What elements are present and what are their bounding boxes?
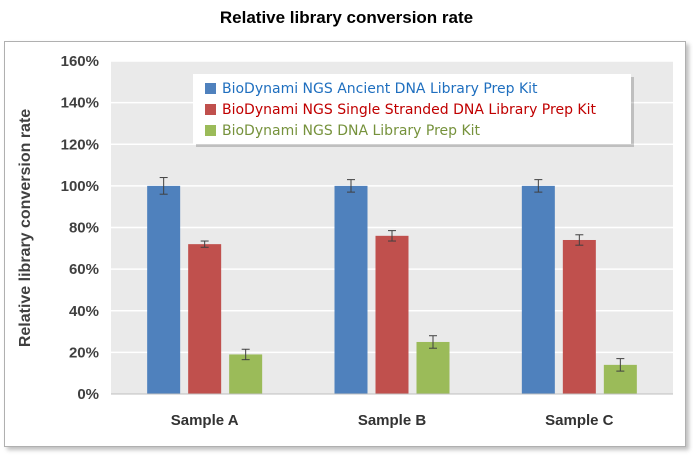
legend: BioDynami NGS Ancient DNA Library Prep K… xyxy=(193,74,634,147)
bar xyxy=(416,341,450,394)
bar xyxy=(147,185,181,394)
bars xyxy=(147,177,637,394)
y-tick-label: 140% xyxy=(61,95,99,112)
legend-entry: BioDynami NGS Single Stranded DNA Librar… xyxy=(222,102,596,118)
y-axis-label: Relative library conversion rate xyxy=(17,109,34,347)
bar xyxy=(188,244,222,394)
y-tick-label: 60% xyxy=(69,261,99,278)
bar xyxy=(521,185,555,394)
y-axis-ticks: 0% 20% 40% 60% 80% 100% 120% 140% 160% xyxy=(61,53,99,403)
y-tick-label: 160% xyxy=(61,53,99,70)
y-tick-label: 20% xyxy=(69,344,99,361)
bar xyxy=(334,185,368,394)
chart-title: Relative library conversion rate xyxy=(219,8,474,27)
x-category-label: Sample C xyxy=(545,412,614,429)
legend-swatch xyxy=(205,83,216,94)
bar xyxy=(375,235,409,394)
y-tick-label: 120% xyxy=(61,136,99,153)
y-tick-label: 0% xyxy=(77,386,99,403)
legend-swatch xyxy=(205,125,216,136)
legend-entry: BioDynami NGS Ancient DNA Library Prep K… xyxy=(222,81,538,97)
legend-swatch xyxy=(205,104,216,115)
legend-box xyxy=(193,74,631,144)
legend-entry: BioDynami NGS DNA Library Prep Kit xyxy=(222,123,481,139)
x-axis-categories: Sample A Sample B Sample C xyxy=(171,412,614,429)
bar xyxy=(229,354,263,394)
x-category-label: Sample B xyxy=(358,412,427,429)
y-tick-label: 100% xyxy=(61,178,99,195)
y-tick-label: 80% xyxy=(69,220,99,237)
x-category-label: Sample A xyxy=(171,412,239,429)
y-tick-label: 40% xyxy=(69,303,99,320)
bar xyxy=(562,239,596,394)
